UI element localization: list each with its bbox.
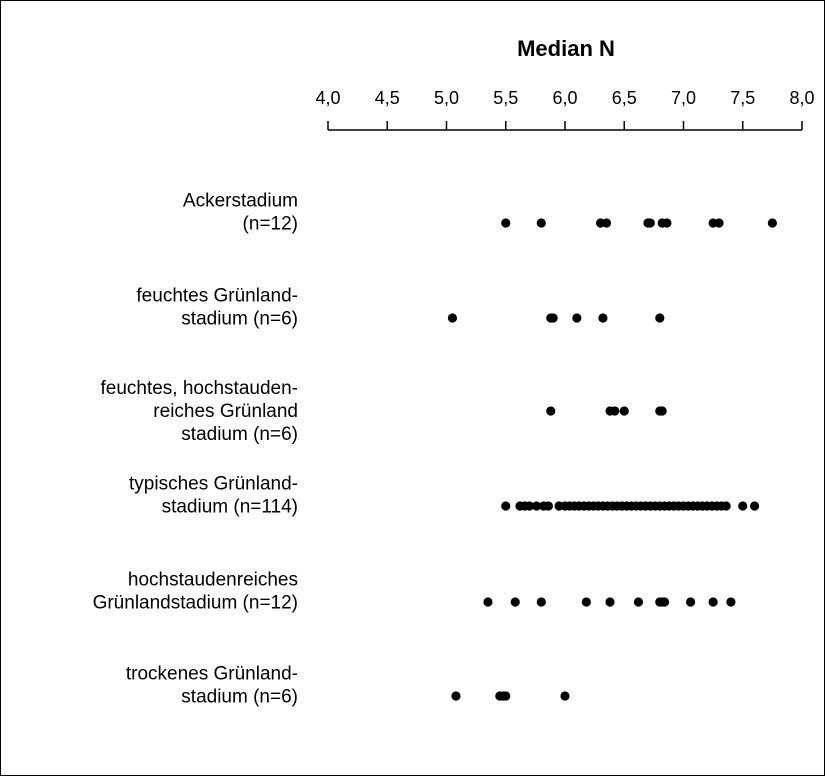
data-point <box>645 218 655 228</box>
x-tick-label: 4,0 <box>315 88 340 108</box>
x-tick-label: 4,5 <box>375 88 400 108</box>
data-point <box>483 597 493 607</box>
data-point <box>536 597 546 607</box>
data-point <box>633 597 644 607</box>
category-label-line: trockenes Grünland- <box>126 664 298 685</box>
data-point <box>610 406 620 416</box>
data-point <box>524 501 535 511</box>
data-point <box>501 501 511 511</box>
data-point <box>714 218 724 228</box>
data-point <box>501 218 511 228</box>
data-point <box>572 313 582 323</box>
data-point <box>655 313 665 323</box>
category-label: typisches Grünland-stadium (n=114) <box>129 474 298 518</box>
x-tick-label: 7,5 <box>730 88 755 108</box>
data-point <box>560 691 570 701</box>
x-tick-label: 6,5 <box>612 88 637 108</box>
data-point <box>686 597 696 607</box>
data-point <box>605 597 615 607</box>
data-point <box>581 597 591 607</box>
data-point <box>598 313 608 323</box>
category-label-line: typisches Grünland- <box>129 474 298 495</box>
data-point <box>548 313 558 323</box>
data-point <box>659 597 670 607</box>
data-point <box>447 313 458 323</box>
category-label: trockenes Grünland-stadium (n=6) <box>126 664 298 708</box>
data-point <box>662 218 672 228</box>
category-label-line: reiches Grünland <box>153 401 298 422</box>
data-point <box>546 406 556 416</box>
category-label-line: feuchtes Grünland- <box>136 286 298 307</box>
category-label-line: hochstaudenreiches <box>128 570 298 591</box>
category-label: hochstaudenreiches Grünlandstadium (n=12) <box>93 570 298 614</box>
data-points <box>447 218 777 701</box>
data-point <box>726 597 736 607</box>
data-point <box>750 501 760 511</box>
x-tick-label: 5,0 <box>434 88 459 108</box>
category-label-line: stadium (n=114) <box>162 497 298 518</box>
x-tick-label: 5,5 <box>493 88 518 108</box>
x-tick-label: 8,0 <box>789 88 814 108</box>
data-point <box>721 501 731 511</box>
category-label-line: Grünlandstadium (n=12) <box>93 593 298 614</box>
data-point <box>531 501 542 511</box>
category-label-line: feuchtes, hochstauden- <box>100 378 298 399</box>
data-point <box>543 501 554 511</box>
data-point <box>619 406 629 416</box>
data-point <box>451 691 461 701</box>
data-point <box>501 691 511 701</box>
data-point <box>738 501 748 511</box>
chart-title: Median N <box>517 36 615 61</box>
x-axis: 4,0 4,5 5,0 5,5 6,0 6,5 7,0 7,5 8,0 <box>315 88 815 131</box>
data-point <box>767 218 777 228</box>
category-label-line: Ackerstadium <box>183 191 298 212</box>
data-point <box>510 597 520 607</box>
x-tick-label: 6,0 <box>552 88 577 108</box>
category-label-line: stadium (n=6) <box>181 424 298 445</box>
data-point <box>657 406 667 416</box>
category-label: feuchtes Grünland-stadium (n=6) <box>136 286 298 330</box>
data-point <box>601 218 612 228</box>
category-label-line: (n=12) <box>243 214 298 235</box>
category-label: Ackerstadium (n=12) <box>183 191 298 235</box>
data-point <box>536 218 546 228</box>
category-label-line: stadium (n=6) <box>181 687 298 708</box>
category-label: feuchtes, hochstauden-reiches Grünland st… <box>100 378 298 445</box>
category-label-line: stadium (n=6) <box>181 309 298 330</box>
x-tick-label: 7,0 <box>671 88 696 108</box>
category-labels: Ackerstadium (n=12) feuchtes Grünland-stad… <box>93 191 298 708</box>
data-point <box>708 597 718 607</box>
